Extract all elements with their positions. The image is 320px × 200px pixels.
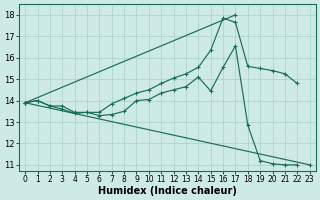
X-axis label: Humidex (Indice chaleur): Humidex (Indice chaleur) xyxy=(98,186,237,196)
